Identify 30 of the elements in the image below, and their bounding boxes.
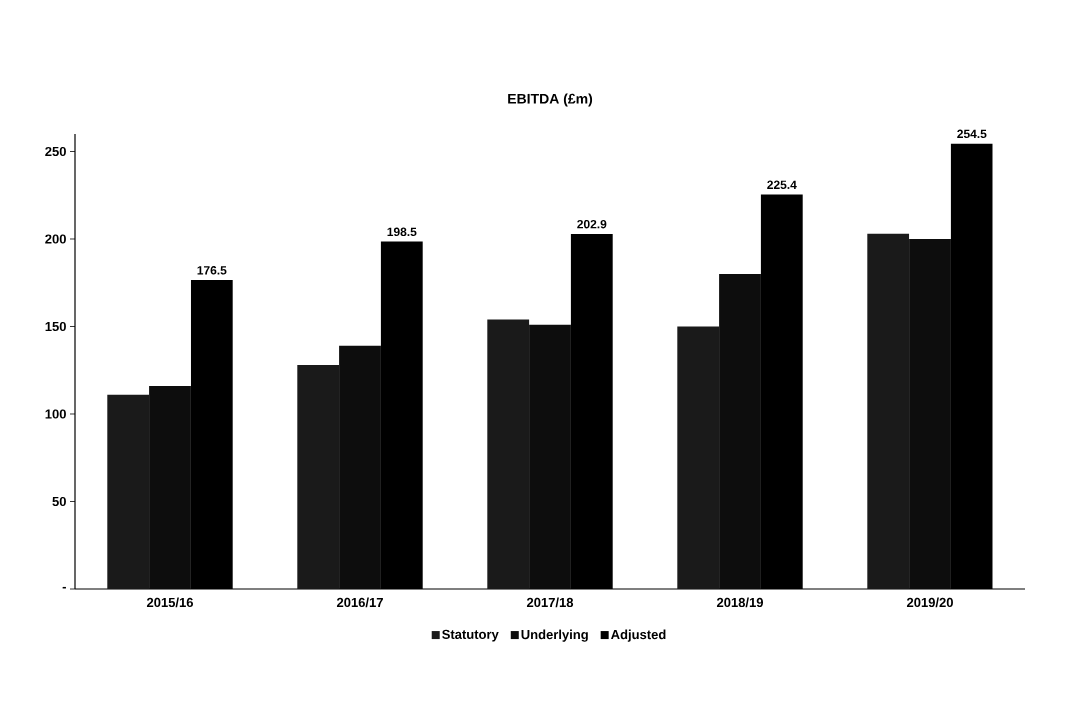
x-tick-label: 2015/16 <box>146 597 194 608</box>
bar <box>297 365 340 589</box>
data-label: 225.4 <box>767 180 797 190</box>
bar <box>529 324 571 589</box>
data-label: 202.9 <box>577 219 607 229</box>
legend-label: Statutory <box>442 629 499 642</box>
bar <box>867 233 910 589</box>
y-tick-label: - <box>62 586 66 589</box>
x-tick-label: 2017/18 <box>526 597 574 608</box>
y-tick-label: 100 <box>45 409 66 419</box>
x-tick-label: 2016/17 <box>336 597 383 608</box>
bar <box>719 274 761 589</box>
bar <box>107 394 150 589</box>
legend-label: Underlying <box>521 629 588 642</box>
bar <box>149 386 191 589</box>
bar <box>487 319 530 589</box>
chart-title: EBITDA (£m) <box>508 93 593 107</box>
data-label: 176.5 <box>197 266 227 275</box>
data-label: 198.5 <box>387 227 417 237</box>
y-tick-label: 250 <box>45 146 66 157</box>
x-tick-label: 2019/20 <box>906 597 953 608</box>
legend-label: Adjusted <box>611 629 666 642</box>
y-tick-label: 200 <box>45 234 66 244</box>
y-tick-label: 150 <box>45 321 66 332</box>
data-label: 254.5 <box>957 129 987 139</box>
x-tick-label: 2018/19 <box>716 597 764 608</box>
y-tick-label: 50 <box>52 496 66 507</box>
bar <box>339 345 381 589</box>
bar <box>909 238 951 589</box>
bar <box>677 326 720 589</box>
